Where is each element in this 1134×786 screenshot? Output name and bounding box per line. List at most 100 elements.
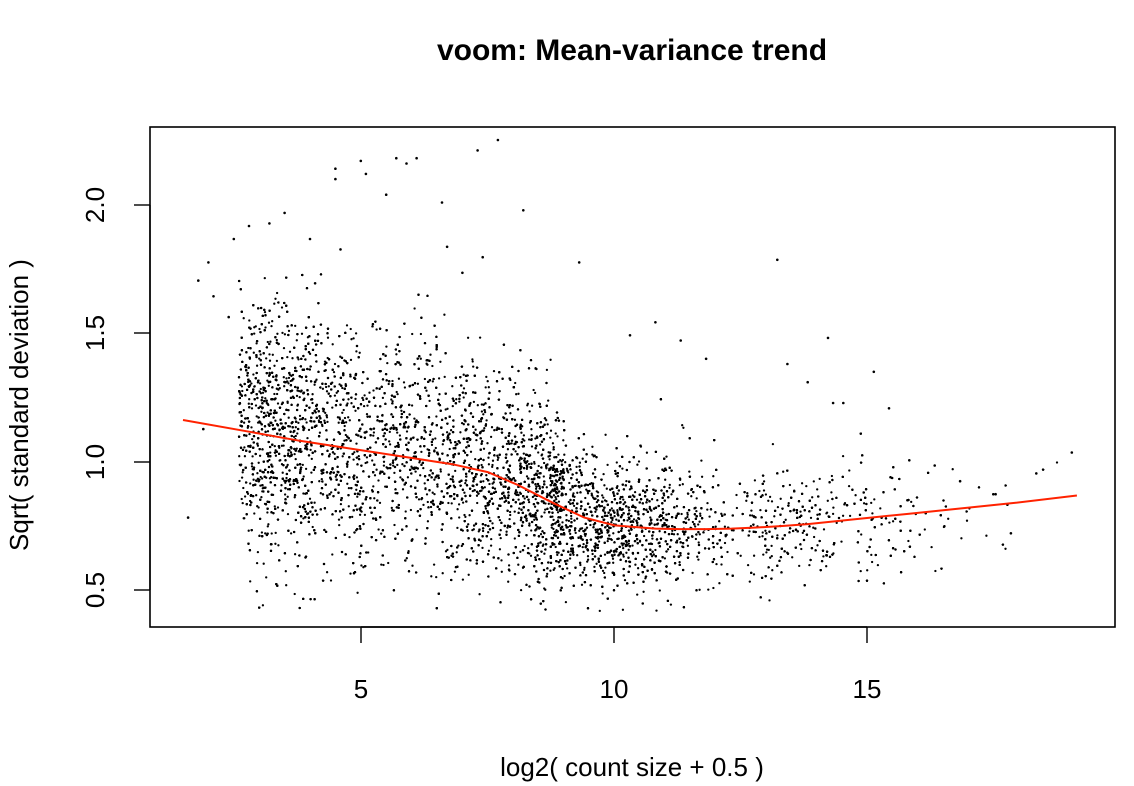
scatter-point — [324, 385, 328, 389]
scatter-point — [627, 548, 630, 551]
scatter-point — [291, 357, 294, 360]
scatter-point — [809, 516, 813, 520]
scatter-point — [636, 463, 639, 466]
scatter-point — [625, 479, 628, 483]
scatter-point — [332, 370, 336, 374]
scatter-point — [422, 466, 425, 470]
scatter-point — [560, 487, 563, 490]
scatter-point — [261, 604, 265, 607]
scatter-point — [545, 486, 548, 489]
scatter-point — [395, 390, 398, 394]
scatter-point — [691, 571, 694, 575]
scatter-point — [284, 570, 287, 573]
scatter-point — [947, 517, 950, 520]
scatter-point — [604, 566, 607, 569]
scatter-point — [362, 566, 365, 569]
scatter-point — [276, 402, 280, 405]
scatter-point — [910, 500, 913, 504]
scatter-point — [337, 421, 340, 424]
scatter-point — [436, 485, 439, 488]
scatter-point — [848, 514, 852, 518]
scatter-point — [276, 332, 279, 335]
scatter-point — [355, 476, 359, 479]
scatter-point — [393, 471, 396, 475]
scatter-point — [761, 531, 764, 534]
scatter-point — [697, 558, 700, 561]
scatter-point — [447, 501, 450, 505]
scatter-point — [876, 563, 880, 567]
scatter-point — [257, 461, 260, 464]
scatter-point — [770, 500, 774, 503]
scatter-point — [289, 451, 293, 454]
scatter-point — [610, 554, 614, 557]
scatter-point — [481, 546, 484, 550]
scatter-point — [242, 317, 245, 320]
scatter-point — [523, 544, 526, 548]
scatter-point — [636, 524, 639, 527]
scatter-point — [455, 551, 458, 554]
scatter-point — [527, 438, 531, 441]
scatter-point — [285, 476, 288, 480]
scatter-point — [534, 487, 538, 490]
scatter-point — [748, 580, 751, 583]
scatter-point — [433, 492, 436, 496]
scatter-point — [708, 515, 711, 518]
scatter-point — [726, 550, 729, 554]
scatter-point — [258, 454, 262, 457]
scatter-point — [249, 580, 252, 583]
scatter-point — [308, 497, 312, 500]
scatter-point — [771, 442, 775, 446]
scatter-point — [672, 533, 676, 536]
scatter-point — [273, 364, 276, 367]
scatter-point — [554, 545, 557, 549]
scatter-point — [429, 505, 433, 509]
scatter-point — [682, 426, 685, 429]
scatter-point — [478, 593, 481, 596]
scatter-point — [380, 532, 383, 535]
scatter-point — [280, 306, 284, 309]
scatter-point — [467, 523, 470, 526]
scatter-point — [595, 562, 598, 565]
scatter-point — [283, 333, 287, 336]
scatter-point — [439, 360, 442, 363]
scatter-point — [458, 400, 461, 403]
scatter-point — [518, 507, 521, 510]
scatter-point — [294, 324, 297, 328]
scatter-point — [274, 454, 278, 457]
scatter-point — [439, 470, 442, 473]
scatter-point — [457, 503, 461, 506]
scatter-point — [695, 497, 698, 500]
scatter-point — [365, 456, 369, 459]
scatter-point — [405, 430, 409, 433]
scatter-point — [372, 434, 375, 437]
scatter-point — [484, 507, 488, 510]
scatter-point — [344, 421, 348, 424]
scatter-point — [525, 460, 528, 464]
scatter-point — [476, 404, 479, 407]
scatter-point — [570, 514, 573, 518]
scatter-point — [276, 506, 280, 509]
scatter-point — [492, 369, 496, 373]
scatter-point — [510, 442, 513, 445]
scatter-point — [723, 525, 727, 528]
scatter-point — [483, 427, 486, 430]
scatter-point — [800, 482, 804, 485]
scatter-point — [356, 495, 359, 498]
scatter-point — [871, 512, 874, 515]
scatter-point — [586, 492, 590, 495]
scatter-point — [255, 494, 258, 497]
scatter-point — [565, 514, 568, 517]
scatter-point — [583, 566, 586, 570]
scatter-point — [812, 526, 815, 529]
scatter-point — [652, 553, 655, 556]
scatter-point — [565, 467, 569, 470]
scatter-point — [505, 530, 508, 533]
scatter-point — [491, 459, 495, 462]
scatter-point — [686, 515, 689, 519]
scatter-point — [342, 408, 345, 412]
scatter-point — [561, 521, 564, 524]
scatter-point — [805, 484, 808, 488]
scatter-point — [595, 490, 598, 493]
scatter-point — [528, 410, 531, 413]
scatter-point — [800, 547, 803, 551]
